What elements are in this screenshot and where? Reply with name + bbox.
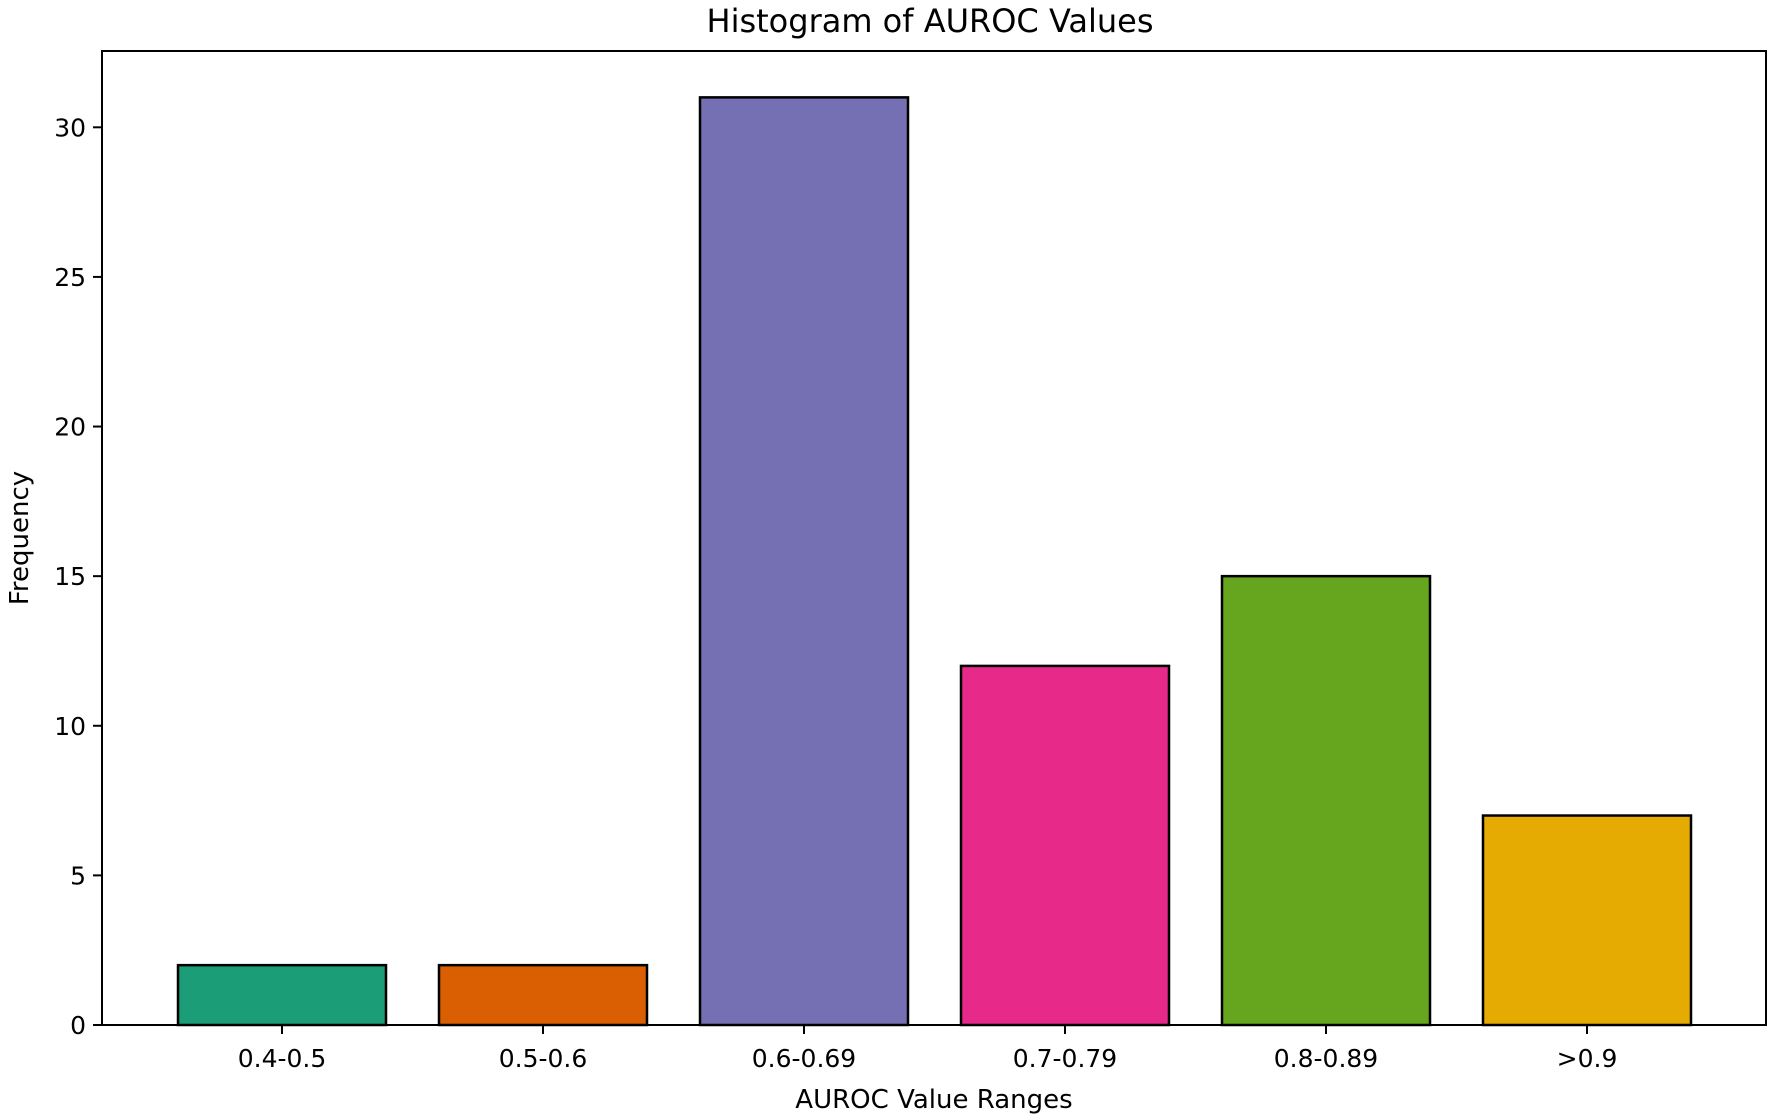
bar-5 [1481,814,1693,1027]
x-tick-label-5: >0.9 [1557,1044,1618,1073]
bar-0 [176,963,388,1027]
x-axis: 0.4-0.5 0.5-0.6 0.6-0.69 0.7-0.79 0.8-0.89 >0… [238,1025,1618,1073]
y-tick-label-6: 30 [54,113,86,142]
bars-layer [176,96,1693,1027]
bar-3 [959,664,1171,1027]
y-tick-label-1: 5 [70,861,86,890]
x-tick-label-4: 0.8-0.89 [1274,1044,1378,1073]
y-tick-label-4: 20 [54,413,86,442]
x-tick-label-3: 0.7-0.79 [1013,1044,1117,1073]
x-axis-label: AUROC Value Ranges [795,1085,1072,1115]
chart-title: Histogram of AUROC Values [707,2,1154,40]
x-tick-label-0: 0.4-0.5 [238,1044,327,1073]
x-tick-label-2: 0.6-0.69 [752,1044,856,1073]
y-axis-label: Frequency [5,471,35,605]
x-tick-label-1: 0.5-0.6 [499,1044,588,1073]
y-tick-label-5: 25 [54,263,86,292]
plot-frame [101,50,1767,1026]
y-tick-label-2: 10 [54,712,86,741]
y-axis: 0 5 10 15 20 25 30 [54,113,102,1040]
bar-1 [437,963,649,1027]
y-tick-label-0: 0 [70,1011,86,1040]
bar-2 [698,96,910,1027]
y-tick-label-3: 15 [54,562,86,591]
bar-4 [1220,574,1432,1027]
